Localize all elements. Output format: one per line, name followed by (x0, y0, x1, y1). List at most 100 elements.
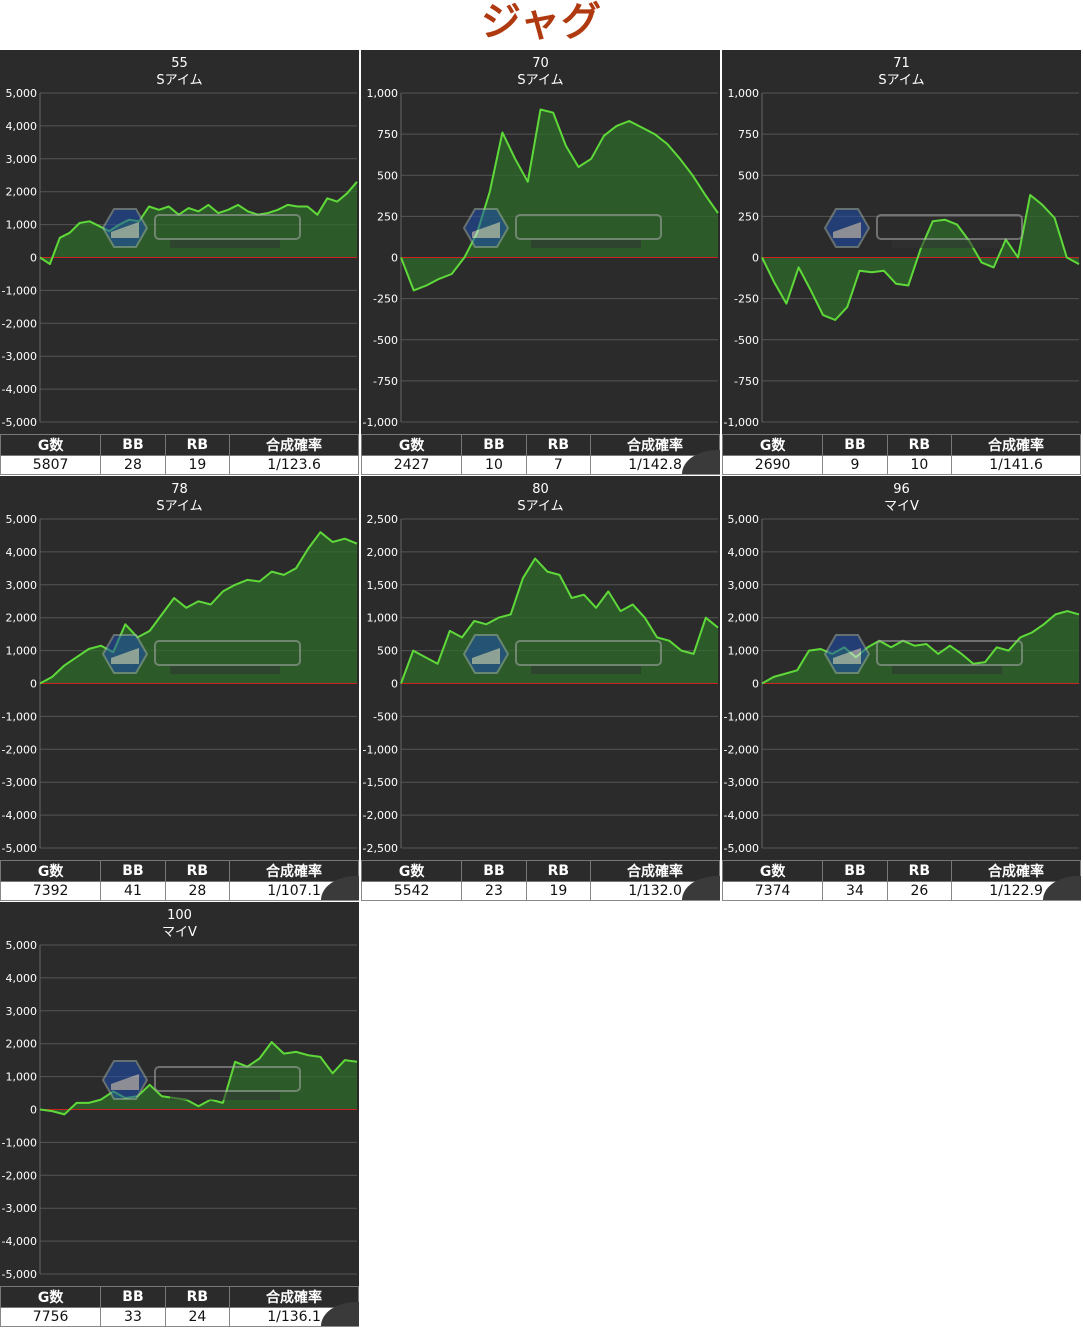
y-tick-label: 2,000 (6, 1038, 38, 1051)
y-tick-label: 4,000 (6, 546, 38, 559)
y-tick-label: -500 (373, 334, 398, 347)
stat-value-games: 5542 (360, 881, 463, 901)
stat-header-rb: RB (164, 860, 231, 882)
y-tick-label: -5,000 (2, 416, 37, 429)
y-tick-label: -2,000 (363, 809, 398, 822)
stat-header-combined-rate: 合成確率 (590, 434, 720, 456)
stat-header-bb: BB (461, 434, 527, 456)
stat-header-games: G数 (0, 434, 102, 456)
y-tick-label: 5,000 (6, 939, 38, 952)
watermark-logo (101, 634, 301, 674)
y-tick-label: -500 (734, 334, 759, 347)
stat-value-bb: 10 (461, 455, 527, 475)
stat-header-games: G数 (721, 434, 824, 456)
chart-svg: 71 Sアイム 1,000 750 500 250 0 -250 -500 -750 -1,000 (724, 56, 1080, 429)
chart-number-label: 80 (532, 482, 549, 497)
chart-number-label: 100 (167, 908, 192, 923)
y-tick-label: 750 (738, 128, 759, 141)
stat-value-bb: 41 (100, 881, 166, 901)
chart-machine-label: マイV (162, 925, 197, 940)
y-tick-label: 0 (30, 1104, 37, 1117)
chart-svg: 80 Sアイム 2,500 2,000 1,500 1,000 500 0 -500 -1,000… (363, 482, 719, 855)
stat-header-games: G数 (360, 860, 463, 882)
chart-svg: 100 マイV 5,000 4,000 3,000 2,000 1,000 0 -1,000 -2… (2, 908, 358, 1281)
series-line (761, 610, 1080, 685)
y-tick-label: -1,000 (2, 710, 37, 723)
watermark-logo (101, 208, 301, 248)
y-tick-label: 5,000 (6, 87, 38, 100)
stat-value-games: 7374 (721, 881, 824, 901)
stat-header-games: G数 (360, 434, 463, 456)
y-tick-label: 250 (738, 210, 759, 223)
y-tick-label: -4,000 (2, 383, 37, 396)
y-tick-label: -4,000 (724, 809, 759, 822)
stat-value-games: 2427 (360, 455, 463, 475)
chart-svg: 55 Sアイム 5,000 4,000 3,000 2,000 1,000 0 -1,000 -2… (2, 56, 358, 429)
y-tick-label: 4,000 (6, 972, 38, 985)
series-line (39, 531, 358, 685)
y-tick-label: 250 (377, 210, 398, 223)
stat-header-rb: RB (525, 434, 592, 456)
y-tick-label: 750 (377, 128, 398, 141)
chart-panel: 100 マイV 5,000 4,000 3,000 2,000 1,000 0 -1,000 -2… (0, 902, 359, 1327)
stat-value-rb: 7 (525, 455, 592, 475)
y-tick-label: 0 (391, 678, 398, 691)
y-tick-label: 1,000 (728, 87, 760, 100)
stat-header-games: G数 (0, 860, 102, 882)
stat-value-combined-rate: 1/123.6 (229, 455, 359, 475)
stat-header-bb: BB (100, 1286, 166, 1308)
stat-value-rb: 19 (525, 881, 592, 901)
chart-machine-label: Sアイム (156, 499, 202, 514)
y-tick-label: -250 (373, 293, 398, 306)
watermark-logo (823, 634, 1023, 674)
chart-number-label: 71 (893, 56, 910, 71)
stat-header-rb: RB (886, 434, 953, 456)
stat-value-games: 7392 (0, 881, 102, 901)
stat-value-rb: 28 (164, 881, 231, 901)
stat-header-combined-rate: 合成確率 (229, 860, 359, 882)
stat-header-games: G数 (721, 860, 824, 882)
chart-machine-label: マイV (884, 499, 919, 514)
y-tick-label: 0 (30, 252, 37, 265)
watermark-logo (462, 208, 662, 248)
chart-panel: 78 Sアイム 5,000 4,000 3,000 2,000 1,000 0 -1,000 -2… (0, 476, 359, 901)
y-tick-label: 1,000 (6, 645, 38, 658)
stats-table: G数 BB RB 合成確率 2427 10 7 1/142.8 (360, 434, 720, 475)
stats-table: G数 BB RB 合成確率 7392 41 28 1/107.1 (0, 860, 359, 901)
y-tick-label: 2,000 (367, 546, 399, 559)
stat-value-rb: 19 (164, 455, 231, 475)
chart-machine-label: Sアイム (517, 499, 563, 514)
y-tick-label: -1,000 (724, 416, 759, 429)
stat-value-combined-rate: 1/141.6 (951, 455, 1081, 475)
stat-value-bb: 28 (100, 455, 166, 475)
y-tick-label: -3,000 (2, 350, 37, 363)
y-tick-label: -3,000 (2, 776, 37, 789)
watermark-logo (462, 634, 662, 674)
y-tick-label: 3,000 (6, 153, 38, 166)
y-tick-label: 2,000 (6, 612, 38, 625)
y-tick-label: 1,000 (6, 1071, 38, 1084)
stat-header-combined-rate: 合成確率 (229, 434, 359, 456)
y-tick-label: -1,000 (363, 743, 398, 756)
watermark-logo (823, 208, 1023, 248)
stat-value-bb: 34 (822, 881, 888, 901)
series-area (40, 181, 357, 265)
y-tick-label: -750 (373, 375, 398, 388)
y-tick-label: 5,000 (728, 513, 760, 526)
chart-number-label: 70 (532, 56, 549, 71)
stats-table: G数 BB RB 合成確率 7756 33 24 1/136.1 (0, 1286, 359, 1327)
y-tick-label: 2,000 (728, 612, 760, 625)
stat-value-games: 7756 (0, 1307, 102, 1327)
y-tick-label: 0 (752, 678, 759, 691)
y-tick-label: 3,000 (6, 1005, 38, 1018)
y-tick-label: -5,000 (2, 842, 37, 855)
series-area (40, 532, 357, 684)
stat-header-rb: RB (164, 1286, 231, 1308)
series-line (39, 181, 358, 266)
stat-header-combined-rate: 合成確率 (951, 434, 1081, 456)
y-tick-label: -5,000 (724, 842, 759, 855)
y-tick-label: 1,000 (367, 87, 399, 100)
y-tick-label: 3,000 (728, 579, 760, 592)
y-tick-label: 4,000 (6, 120, 38, 133)
series-line (761, 194, 1080, 321)
